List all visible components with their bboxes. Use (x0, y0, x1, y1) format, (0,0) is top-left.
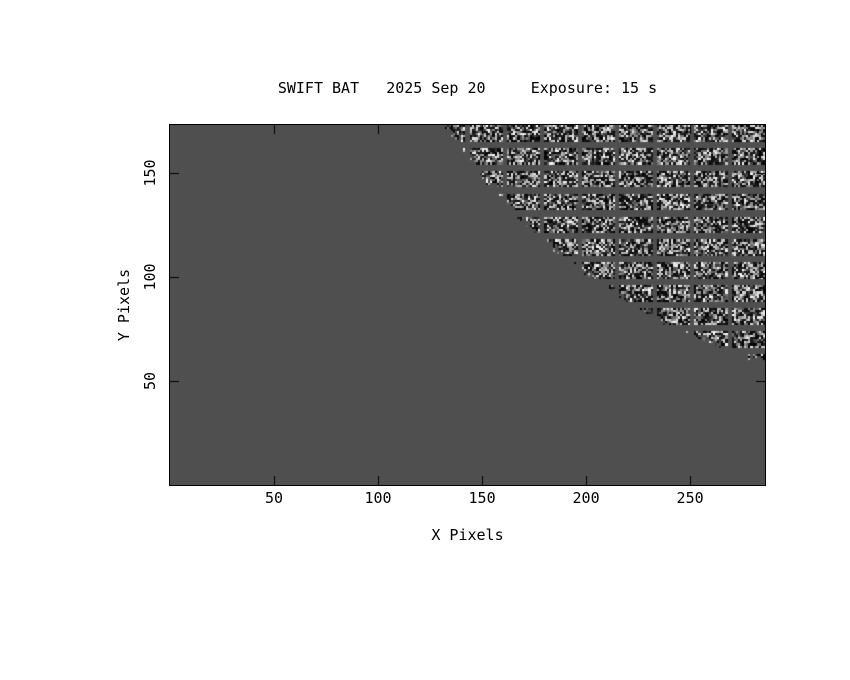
y-tick-label: 150 (141, 159, 159, 187)
y-tick-label: 50 (141, 371, 159, 390)
y-tick-label: 100 (141, 263, 159, 291)
x-tick-label: 200 (572, 489, 600, 507)
plot-frame (169, 124, 766, 486)
x-tick-label: 250 (676, 489, 704, 507)
x-tick-label: 150 (468, 489, 496, 507)
y-axis-label: Y Pixels (115, 268, 133, 342)
x-axis-label: X Pixels (431, 526, 504, 544)
detector-image-canvas (170, 125, 765, 485)
plot-title: SWIFT BAT 2025 Sep 20 Exposure: 15 s (277, 79, 658, 97)
x-tick-label: 100 (364, 489, 392, 507)
x-tick-label: 50 (264, 489, 284, 507)
